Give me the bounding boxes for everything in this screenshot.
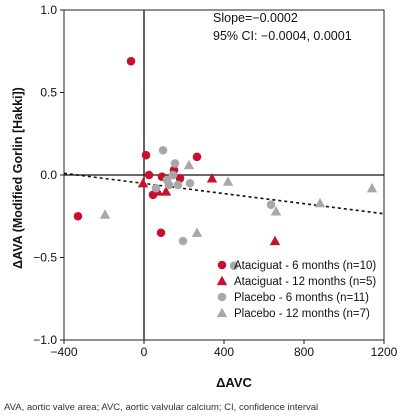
regression-dashed-line: [63, 172, 385, 215]
legend-label: Placebo - 12 months (n=7): [234, 308, 370, 320]
data-point-triangle: [270, 206, 282, 216]
regression-line: [63, 172, 385, 215]
data-point-circle: [170, 159, 180, 168]
data-point-circle: [185, 178, 195, 188]
data-point-triangle: [191, 227, 203, 237]
data-point-circle: [229, 261, 239, 271]
legend-label: Placebo - 6 months (n=11): [234, 292, 369, 304]
y-axis-label: ΔAVA (Modified Gorlin [Hakki]): [11, 87, 25, 269]
legend-marker: [217, 292, 227, 302]
legend-marker: [216, 307, 228, 318]
legend-label: Ataciguat - 6 months (n=10): [234, 260, 376, 272]
data-point-triangle: [269, 235, 281, 246]
axes: [64, 10, 384, 340]
data-point-triangle: [160, 186, 172, 196]
x-tick-label: 1200: [371, 345, 398, 359]
x-tick-label: −400: [50, 345, 77, 359]
data-point-circle: [178, 236, 188, 246]
data-point-circle: [141, 150, 151, 160]
legend-label: Ataciguat - 12 months (n=5): [234, 276, 376, 288]
data-point-circle: [266, 200, 276, 209]
data-point-circle: [144, 170, 154, 180]
x-axis-ticks: −400 0 400 800 1200: [50, 340, 398, 359]
data-point-triangle: [366, 183, 378, 193]
legend-marker: [216, 275, 228, 286]
y-tick-label: 0.0: [40, 168, 57, 182]
data-point-triangle: [206, 173, 218, 183]
y-tick-label: −1.0: [33, 333, 57, 347]
data-point-circle: [126, 56, 136, 66]
data-point-triangle: [222, 176, 234, 186]
data-point-circle: [164, 180, 174, 190]
y-tick-label: 1.0: [40, 3, 57, 17]
x-tick-label: 800: [294, 345, 314, 359]
data-point-circle: [173, 180, 183, 190]
data-point-circle: [151, 183, 161, 193]
legend: Ataciguat - 6 months (n=10) Ataciguat - 1…: [216, 260, 376, 320]
data-point-circle: [192, 152, 202, 162]
y-tick-label: 0.5: [40, 86, 57, 100]
legend-marker: [217, 260, 227, 270]
data-point-triangle: [183, 159, 195, 170]
data-point-circle: [158, 145, 168, 155]
y-axis-ticks: 1.0 0.5 0.0 −0.5 −1.0: [33, 3, 64, 347]
y-tick-label: −0.5: [33, 251, 57, 265]
data-point-triangle: [314, 197, 326, 208]
data-point-triangle: [99, 209, 111, 219]
x-tick-label: 0: [141, 345, 148, 359]
x-axis-label: ΔAVC: [216, 375, 252, 390]
ci-annotation: 95% CI: −0.0004, 0.0001: [213, 29, 352, 43]
data-point-triangle: [137, 178, 149, 188]
data-point-circle: [168, 170, 178, 180]
data-point-circle: [73, 211, 83, 221]
slope-annotation: Slope=−0.0002: [213, 11, 298, 25]
data-point-circle: [175, 174, 185, 183]
x-tick-label: 400: [214, 345, 234, 359]
data-points: [73, 56, 378, 271]
footnote: AVA, aortic valve area; AVC, aortic valv…: [4, 402, 319, 413]
data-point-circle: [156, 228, 166, 238]
